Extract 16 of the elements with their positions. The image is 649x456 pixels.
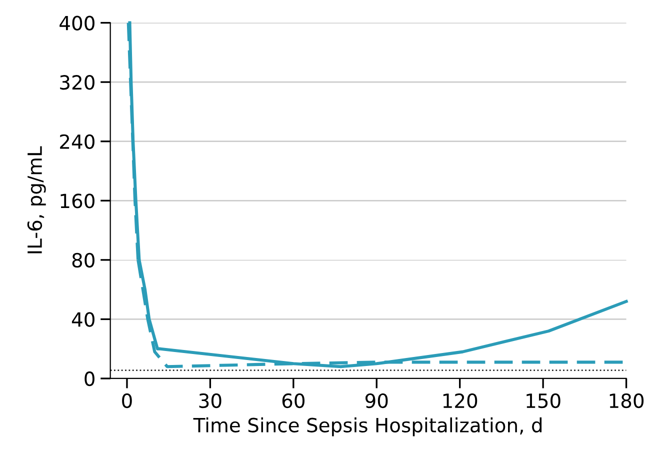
x-tick-label: 150	[526, 393, 560, 408]
y-tick-label: 80	[72, 252, 94, 268]
y-tick-label: 0	[84, 371, 94, 386]
y-tick-label: 320	[60, 75, 94, 90]
y-tick-label: 400	[60, 16, 94, 30]
y-tick-label: 160	[60, 194, 94, 208]
x-tick-label: 60	[282, 393, 304, 408]
x-axis-title: Time Since Sepsis Hospitalization, d	[193, 417, 542, 436]
x-tick-label: 90	[365, 393, 388, 408]
x-tick-label: 30	[199, 393, 222, 408]
x-tick-label: 180	[610, 393, 644, 408]
y-tick-label: 240	[60, 134, 94, 150]
x-tick-label: 0	[122, 393, 132, 408]
x-tick-label: 120	[443, 393, 478, 408]
y-tick-label: 40	[72, 312, 94, 327]
y-axis-title: IL-6, pg/mL	[27, 146, 46, 254]
